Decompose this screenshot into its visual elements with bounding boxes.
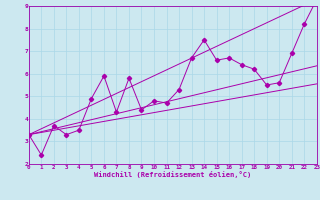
X-axis label: Windchill (Refroidissement éolien,°C): Windchill (Refroidissement éolien,°C) xyxy=(94,171,252,178)
